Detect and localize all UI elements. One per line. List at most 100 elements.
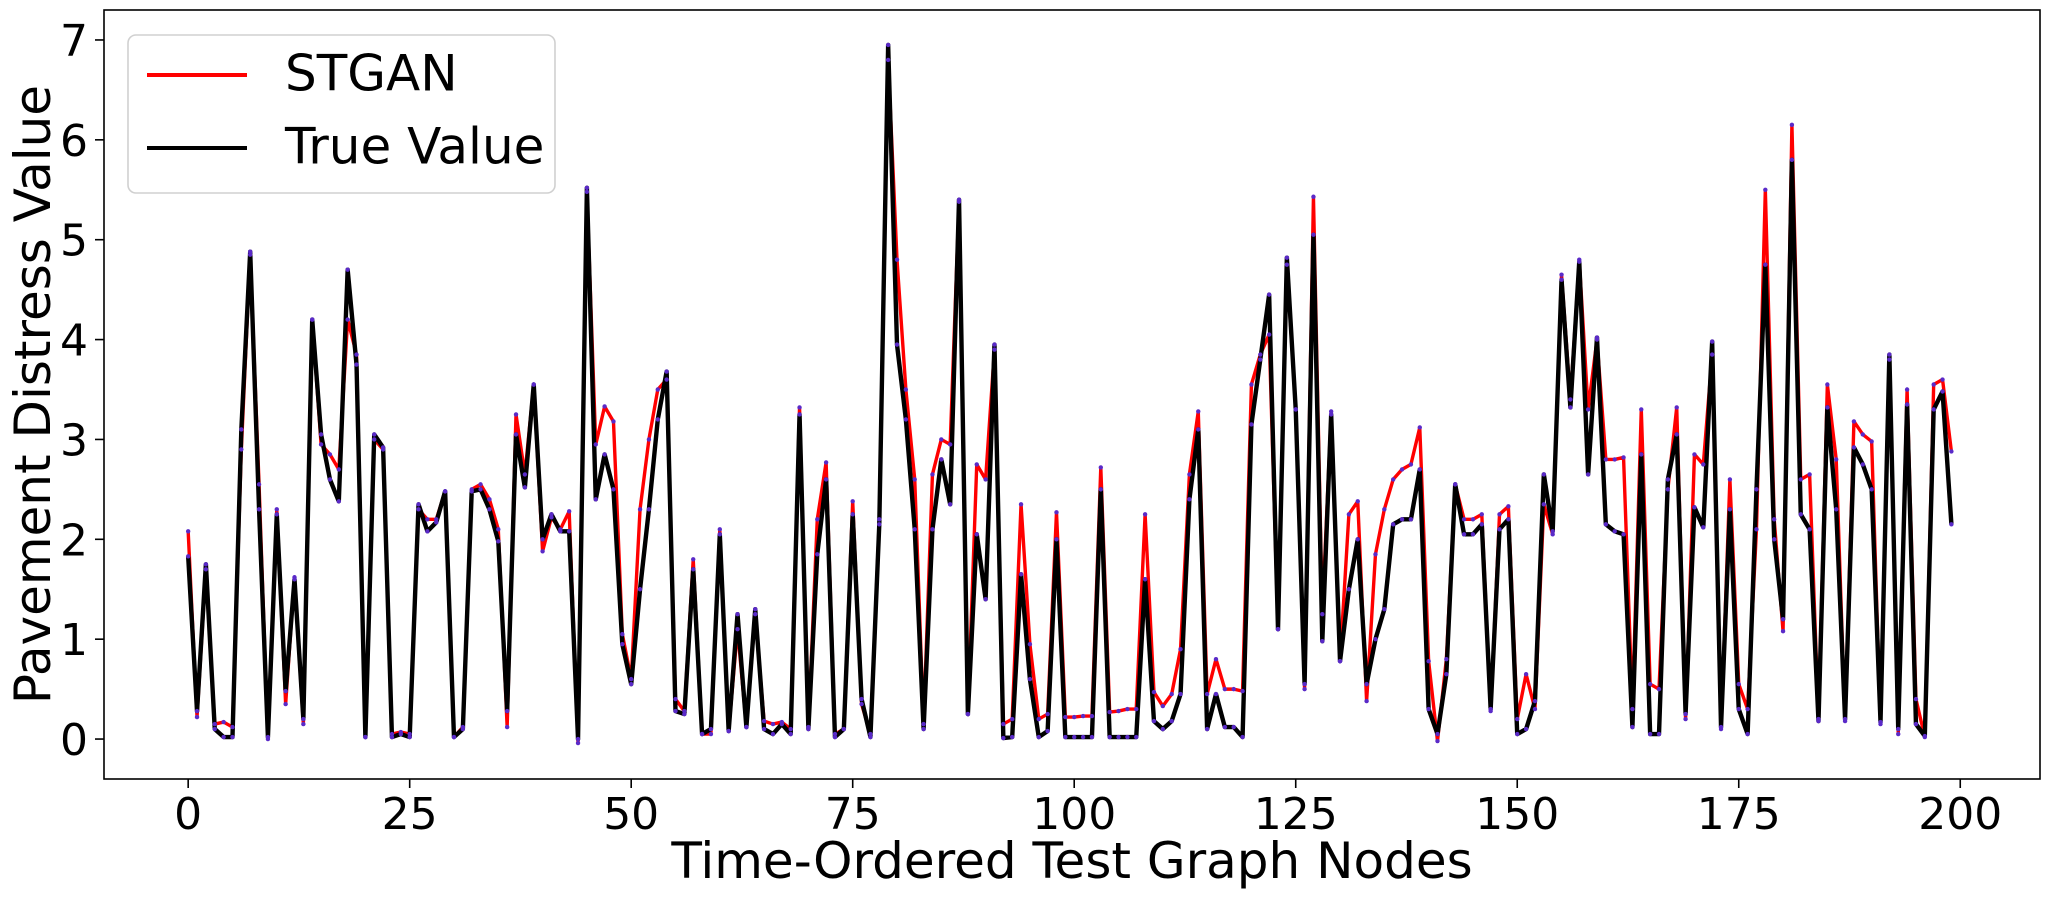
data-point-stgan	[416, 507, 421, 512]
data-point-true-value	[974, 532, 979, 537]
data-point-true-value	[1639, 452, 1644, 457]
data-point-true-value	[1001, 735, 1006, 741]
data-point-stgan	[1931, 382, 1936, 387]
data-point-stgan	[974, 462, 979, 467]
data-point-stgan	[1709, 352, 1715, 357]
data-point-true-value	[1816, 718, 1821, 724]
data-point-stgan	[1798, 477, 1803, 482]
data-point-true-value	[1222, 724, 1228, 730]
data-point-true-value	[1523, 726, 1529, 732]
data-point-true-value	[1382, 607, 1387, 612]
data-point-true-value	[372, 432, 377, 437]
data-point-stgan	[1506, 504, 1511, 509]
legend-label-stgan: STGAN	[285, 45, 458, 103]
data-point-true-value	[248, 249, 253, 254]
data-point-true-value	[797, 412, 802, 417]
data-point-stgan	[1904, 387, 1910, 392]
data-point-true-value	[1461, 532, 1467, 537]
data-point-true-value	[1045, 728, 1050, 734]
data-point-true-value	[682, 711, 687, 717]
data-point-true-value	[983, 597, 988, 602]
data-point-stgan	[1896, 731, 1901, 737]
data-point-stgan	[1949, 449, 1954, 454]
data-point-true-value	[1116, 734, 1121, 740]
data-point-true-value	[1444, 671, 1449, 677]
data-point-true-value	[717, 532, 722, 537]
data-point-true-value	[1240, 734, 1245, 740]
data-point-true-value	[1346, 587, 1352, 592]
data-point-true-value	[753, 607, 758, 612]
data-point-true-value	[1169, 718, 1174, 724]
data-point-stgan	[983, 477, 988, 482]
data-point-true-value	[336, 499, 341, 504]
y-tick-label: 2	[60, 515, 88, 566]
data-point-true-value	[265, 734, 271, 740]
data-point-true-value	[1036, 734, 1041, 740]
data-point-stgan	[1142, 512, 1148, 517]
data-point-stgan	[673, 696, 678, 702]
data-point-stgan	[1692, 452, 1697, 457]
data-point-true-value	[1453, 482, 1458, 487]
data-point-true-value	[1213, 691, 1219, 697]
data-point-true-value	[1621, 532, 1626, 537]
data-point-stgan	[708, 731, 714, 737]
data-point-stgan	[1284, 262, 1290, 267]
data-point-stgan	[1036, 716, 1041, 722]
data-point-stgan	[1851, 419, 1857, 424]
data-point-true-value	[1594, 335, 1600, 340]
data-point-true-value	[770, 731, 776, 737]
data-point-true-value	[239, 427, 244, 432]
data-point-stgan	[1178, 646, 1183, 652]
data-point-stgan	[478, 482, 483, 487]
data-point-stgan	[877, 517, 882, 522]
data-point-true-value	[469, 489, 474, 494]
data-point-true-value	[522, 485, 528, 490]
data-point-stgan	[1639, 407, 1644, 412]
data-point-true-value	[1789, 157, 1795, 163]
data-point-stgan	[1249, 382, 1254, 387]
data-point-stgan	[992, 347, 997, 352]
data-point-true-value	[1577, 259, 1582, 264]
data-point-stgan	[1001, 721, 1006, 727]
data-point-true-value	[1435, 731, 1440, 737]
data-point-stgan	[1780, 628, 1786, 634]
data-point-true-value	[1390, 522, 1396, 527]
data-point-true-value	[788, 731, 793, 737]
data-point-stgan	[1754, 527, 1759, 532]
data-point-true-value	[1683, 711, 1688, 717]
chart-marks	[185, 42, 1954, 746]
data-point-stgan	[921, 721, 926, 727]
data-point-stgan	[239, 447, 244, 452]
data-point-true-value	[212, 726, 217, 732]
data-point-stgan	[301, 721, 306, 727]
data-point-true-value	[203, 562, 209, 567]
data-point-true-value	[611, 487, 616, 492]
data-point-stgan	[788, 726, 793, 732]
data-point-stgan	[1825, 382, 1830, 387]
data-point-true-value	[965, 711, 971, 717]
data-point-stgan	[859, 701, 864, 707]
data-point-true-value	[1497, 527, 1502, 532]
data-point-stgan	[1541, 502, 1547, 507]
data-point-true-value	[726, 728, 731, 734]
data-point-true-value	[620, 641, 625, 647]
data-point-true-value	[1878, 719, 1883, 725]
data-point-true-value	[637, 587, 643, 592]
data-point-true-value	[327, 477, 333, 482]
data-point-true-value	[1399, 517, 1405, 522]
y-tick-label: 3	[60, 415, 88, 466]
data-point-true-value	[1151, 718, 1157, 724]
data-point-true-value	[1426, 706, 1431, 712]
data-point-true-value	[363, 734, 368, 740]
data-point-true-value	[1506, 517, 1511, 522]
data-point-stgan	[1532, 706, 1538, 712]
data-point-stgan	[1470, 517, 1476, 522]
data-point-true-value	[602, 452, 607, 457]
data-point-stgan	[655, 387, 660, 392]
data-point-stgan	[1346, 512, 1352, 517]
data-point-true-value	[460, 726, 466, 732]
data-point-true-value	[992, 342, 997, 347]
data-point-stgan	[912, 477, 917, 482]
data-point-stgan	[185, 529, 191, 534]
